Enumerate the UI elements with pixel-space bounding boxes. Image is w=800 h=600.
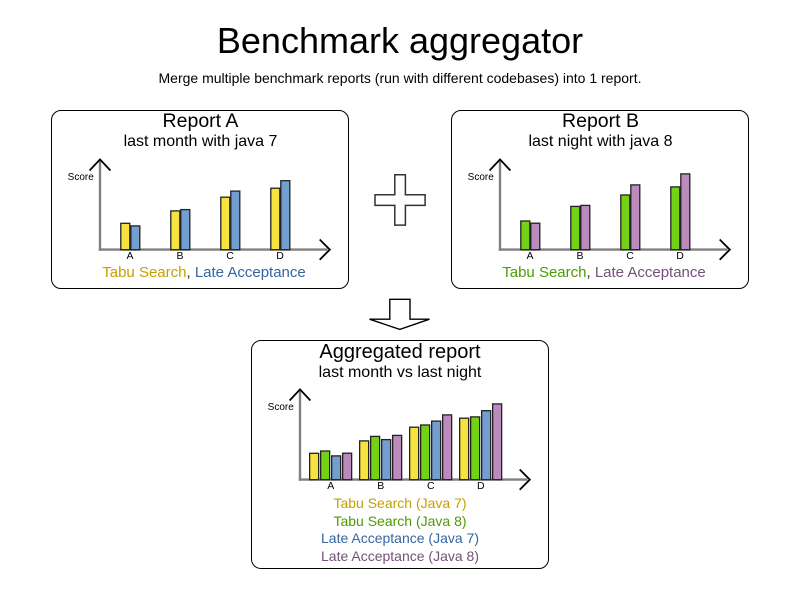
svg-text:C: C: [226, 250, 234, 262]
svg-text:A: A: [526, 250, 533, 262]
svg-text:B: B: [176, 250, 183, 262]
svg-text:D: D: [676, 250, 684, 262]
svg-text:B: B: [377, 480, 384, 492]
svg-text:Score: Score: [68, 172, 95, 183]
svg-text:A: A: [327, 480, 334, 492]
svg-text:A: A: [126, 250, 133, 262]
svg-text:C: C: [626, 250, 634, 262]
svg-text:D: D: [477, 480, 485, 492]
svg-text:D: D: [276, 250, 284, 262]
svg-text:B: B: [576, 250, 583, 262]
svg-text:C: C: [427, 480, 435, 492]
svg-text:Score: Score: [268, 402, 295, 413]
svg-text:Score: Score: [468, 172, 495, 183]
